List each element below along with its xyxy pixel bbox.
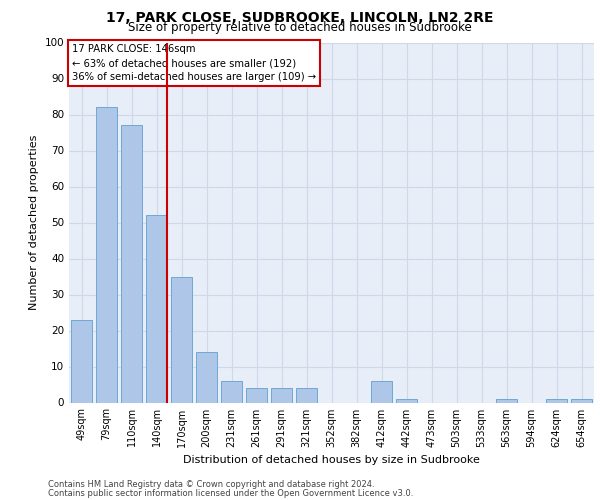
Bar (71, 320, 92, 402)
Bar (296, 388, 317, 402)
Text: 17, PARK CLOSE, SUDBROOKE, LINCOLN, LN2 2RE: 17, PARK CLOSE, SUDBROOKE, LINCOLN, LN2 … (106, 11, 494, 25)
Bar (571, 399, 592, 402)
Bar (271, 388, 292, 402)
Bar (546, 399, 567, 402)
Text: Contains public sector information licensed under the Open Government Licence v3: Contains public sector information licen… (48, 488, 413, 498)
Text: 17 PARK CLOSE: 146sqm
← 63% of detached houses are smaller (192)
36% of semi-det: 17 PARK CLOSE: 146sqm ← 63% of detached … (71, 44, 316, 82)
Y-axis label: Number of detached properties: Number of detached properties (29, 135, 39, 310)
Bar (246, 388, 267, 402)
Bar (171, 276, 192, 402)
Bar (496, 399, 517, 402)
Bar (121, 126, 142, 402)
Bar (396, 399, 417, 402)
Text: Contains HM Land Registry data © Crown copyright and database right 2024.: Contains HM Land Registry data © Crown c… (48, 480, 374, 489)
Bar (96, 108, 117, 403)
X-axis label: Distribution of detached houses by size in Sudbrooke: Distribution of detached houses by size … (183, 455, 480, 465)
Text: Size of property relative to detached houses in Sudbrooke: Size of property relative to detached ho… (128, 22, 472, 35)
Bar (196, 352, 217, 403)
Bar (221, 381, 242, 402)
Bar (371, 381, 392, 402)
Bar (146, 216, 167, 402)
